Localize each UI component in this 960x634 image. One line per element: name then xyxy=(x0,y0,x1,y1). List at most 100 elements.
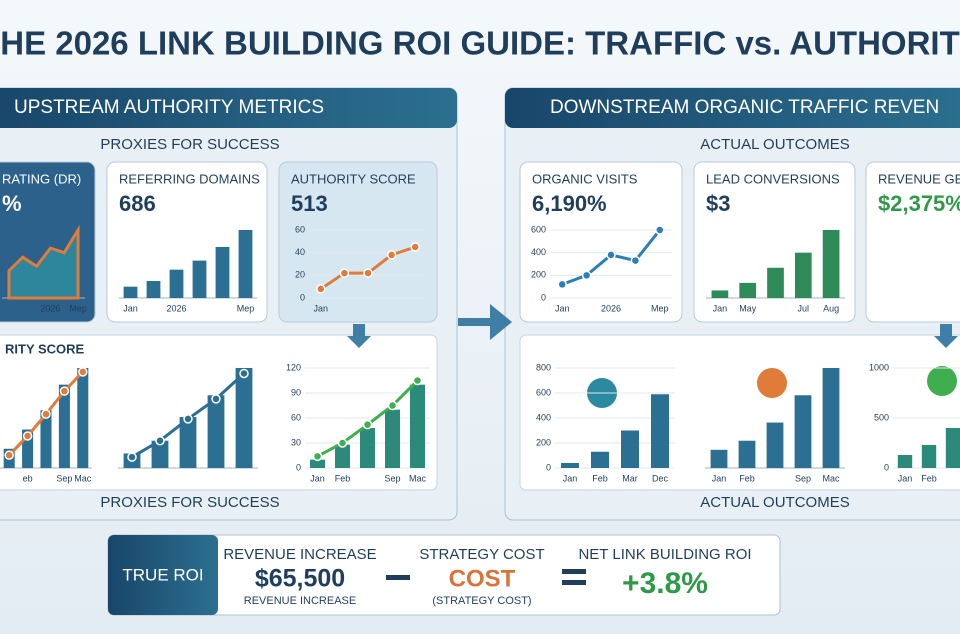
down-arrow xyxy=(347,324,371,348)
roi-value: +3.8% xyxy=(622,567,708,600)
x-tick-label: Mac xyxy=(822,473,840,483)
point xyxy=(211,394,221,404)
x-tick-label: Mac xyxy=(74,473,92,483)
point xyxy=(59,386,70,396)
x-tick-label: May xyxy=(739,303,757,313)
bar xyxy=(897,455,913,468)
roi-note: REVENUE INCREASE xyxy=(244,595,356,607)
y-tick-label: 0 xyxy=(546,462,551,472)
point xyxy=(41,409,51,419)
bar xyxy=(179,417,197,468)
point xyxy=(557,279,567,290)
y-tick-label: 0 xyxy=(541,292,546,302)
minus-sign xyxy=(386,575,410,580)
y-tick-label: 0 xyxy=(296,462,301,472)
y-tick-label: 20 xyxy=(295,270,305,280)
point xyxy=(386,250,397,260)
bar xyxy=(822,368,840,468)
bar xyxy=(192,260,207,298)
x-tick-label: Jan xyxy=(123,303,138,313)
y-tick-label: 60 xyxy=(295,224,305,234)
x-tick-label: Feb xyxy=(739,473,755,483)
bar xyxy=(794,252,812,298)
bar xyxy=(822,230,840,298)
x-tick-label: Sep xyxy=(384,473,400,483)
point xyxy=(78,367,88,377)
bar xyxy=(739,282,757,298)
point xyxy=(412,375,423,386)
x-tick-label: Jul xyxy=(798,303,810,313)
bar xyxy=(335,444,350,468)
bar xyxy=(58,384,70,468)
bar xyxy=(767,267,784,298)
panel-footer: PROXIES FOR SUCCESS xyxy=(100,494,279,511)
bar xyxy=(207,395,225,468)
y-tick-label: 600 xyxy=(536,387,551,397)
bar xyxy=(766,422,784,468)
roi-label: TRUE ROI xyxy=(122,565,203,584)
point xyxy=(581,270,592,281)
point xyxy=(22,431,33,441)
dollar-icon xyxy=(927,366,957,396)
y-tick-label: 40 xyxy=(295,247,305,257)
point xyxy=(127,452,137,462)
roi-title: NET LINK BUILDING ROI xyxy=(578,546,751,563)
bar xyxy=(738,440,756,468)
point xyxy=(312,451,323,462)
bar xyxy=(410,384,425,468)
bar xyxy=(360,428,375,468)
x-tick-label: Jan xyxy=(898,473,913,483)
x-tick-label: Jan xyxy=(712,473,727,483)
roi-label-box xyxy=(108,535,218,615)
y-tick-label: 30 xyxy=(291,437,301,447)
card-title: ORGANIC VISITS xyxy=(532,171,638,186)
card-value: $3 xyxy=(706,191,730,216)
x-tick-label: Mac xyxy=(409,473,427,483)
point xyxy=(387,400,398,411)
panel-title: UPSTREAM AUTHORITY METRICS xyxy=(14,97,324,118)
roi-value: $65,500 xyxy=(255,565,345,593)
bar xyxy=(945,428,960,468)
y-tick-label: 200 xyxy=(536,437,551,447)
bar xyxy=(651,394,669,468)
bar xyxy=(621,430,639,468)
bar xyxy=(711,290,729,298)
metric-card xyxy=(693,161,856,323)
panel-subtitle: PROXIES FOR SUCCESS xyxy=(100,136,279,153)
x-tick-label: Mep xyxy=(651,303,669,313)
bar xyxy=(146,281,161,298)
card-title: REFERRING DOMAINS xyxy=(119,171,260,186)
flow-arrow xyxy=(458,304,512,340)
bar xyxy=(385,409,400,468)
card-title: LEAD CONVERSIONS xyxy=(706,171,840,186)
bar xyxy=(238,230,253,298)
y-tick-label: 200 xyxy=(531,270,546,280)
y-tick-label: 0 xyxy=(884,462,889,472)
point xyxy=(155,435,165,446)
y-tick-label: 60 xyxy=(291,412,301,422)
card-value: $2,375% xyxy=(878,191,960,216)
x-tick-label: Jan xyxy=(563,473,578,483)
card-value: 513 xyxy=(291,191,328,216)
area xyxy=(7,224,80,300)
x-tick-label: Sep xyxy=(795,473,811,483)
equals-sign xyxy=(562,580,586,585)
card-title: RATING (DR) xyxy=(2,171,81,186)
x-tick-label: Jan xyxy=(310,473,325,483)
point xyxy=(316,284,326,294)
y-tick-label: 400 xyxy=(531,247,546,257)
bar xyxy=(169,269,184,298)
point xyxy=(363,268,373,278)
point xyxy=(239,368,249,379)
bar xyxy=(215,247,230,298)
x-tick-label: 2026 xyxy=(40,303,60,313)
card-value: 686 xyxy=(119,191,156,216)
y-tick-label: 0 xyxy=(300,292,305,302)
y-tick-label: 1000 xyxy=(869,362,889,372)
point xyxy=(4,450,14,460)
panel-subtitle: ACTUAL OUTCOMES xyxy=(700,136,849,153)
point xyxy=(339,268,350,278)
card-title: AUTHORITY SCORE xyxy=(291,171,416,186)
x-tick-label: Aug xyxy=(823,303,839,313)
